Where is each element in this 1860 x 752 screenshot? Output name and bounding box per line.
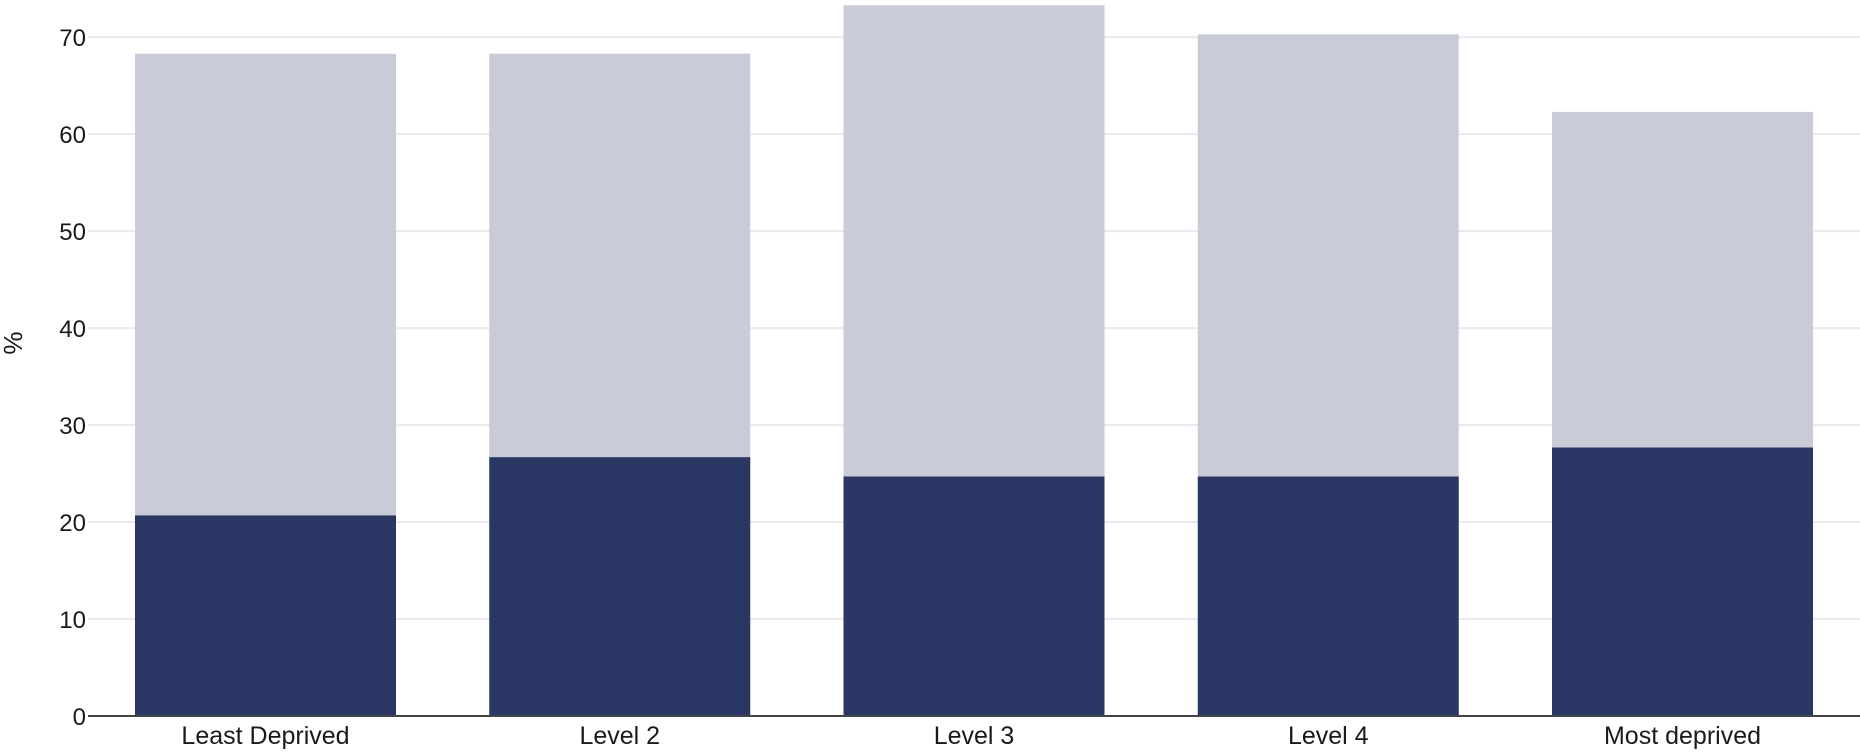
- bar-segment: [843, 5, 1105, 477]
- x-category-label: Level 2: [579, 722, 660, 750]
- bar-segment: [1197, 34, 1459, 477]
- y-tick-label: 10: [59, 607, 86, 634]
- bar-segment: [843, 476, 1105, 716]
- y-tick-label: 0: [73, 704, 86, 731]
- y-tick-label: 40: [59, 316, 86, 343]
- bar-segment: [1197, 476, 1459, 716]
- bar-segment: [1552, 111, 1813, 448]
- y-tick-label: 70: [59, 25, 86, 52]
- y-tick-label: 50: [59, 219, 86, 246]
- bar-segment: [135, 53, 396, 516]
- y-tick-label: 60: [59, 122, 86, 149]
- bar-segment: [489, 457, 751, 716]
- x-category-label: Level 4: [1288, 722, 1369, 750]
- bar-segment: [135, 515, 396, 716]
- bar-segment: [489, 53, 751, 458]
- y-axis-ticks: 0 10 20 30 40 50 60 70: [59, 25, 86, 731]
- y-tick-label: 30: [59, 413, 86, 440]
- x-category-label: Least Deprived: [181, 722, 349, 750]
- x-axis-categories: Least Deprived Level 2 Level 3 Level 4 Most …: [181, 722, 1761, 750]
- x-category-label: Most deprived: [1604, 722, 1761, 750]
- y-tick-label: 20: [59, 510, 86, 537]
- bars: [135, 5, 1813, 716]
- bar-segment: [1552, 447, 1813, 716]
- x-category-label: Level 3: [934, 722, 1015, 750]
- y-axis-title: %: [0, 331, 28, 354]
